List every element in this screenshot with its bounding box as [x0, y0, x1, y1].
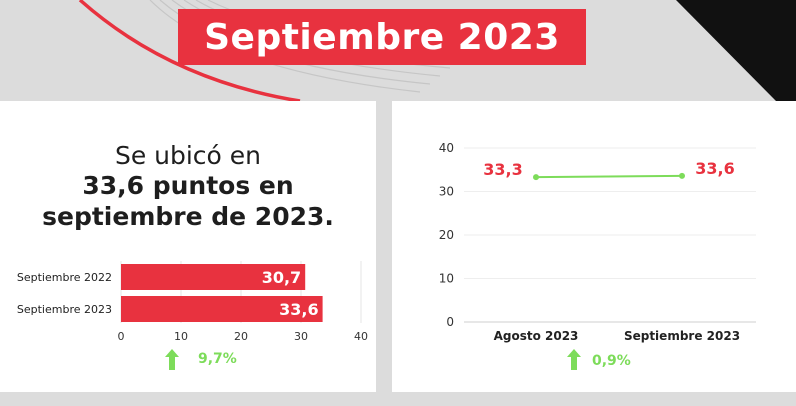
- change-label: 9,7%: [198, 351, 237, 367]
- x-category-label: Septiembre 2023: [624, 329, 740, 343]
- page-title: Septiembre 2023: [178, 9, 586, 65]
- line-chart: 0 10 20 30 40 33,3 33,6 Agosto 2023 Septiembre 2…: [439, 141, 756, 370]
- x-tick-label: 10: [174, 330, 188, 343]
- arrow-up-icon: [567, 349, 581, 370]
- x-tick-label: 0: [118, 330, 125, 343]
- x-category-label: Agosto 2023: [494, 329, 579, 343]
- y-tick-label: 10: [439, 272, 454, 286]
- category-label: Septiembre 2022: [17, 271, 112, 284]
- headline-line-2: 33,6 puntos en: [82, 171, 294, 200]
- y-tick-label: 30: [439, 185, 454, 199]
- bar-value-label: 30,7: [262, 268, 301, 287]
- data-point: [533, 174, 539, 181]
- change-label: 0,9%: [592, 353, 631, 369]
- x-tick-label: 20: [234, 330, 248, 343]
- bar: [121, 264, 306, 290]
- headline-line-1: Se ubicó en: [114, 141, 262, 170]
- bar-chart: 0 10 20 30 40 Septiembre 2022 30,7 Septiembre 2…: [17, 261, 368, 370]
- headline-line-3: septiembre de 2023.: [42, 202, 334, 231]
- data-value-label: 33,3: [483, 160, 522, 179]
- arrow-up-icon: [165, 349, 179, 370]
- bar-value-label: 33,6: [279, 300, 318, 319]
- y-tick-label: 0: [446, 315, 454, 329]
- data-value-label: 33,6: [695, 159, 734, 178]
- y-tick-label: 20: [439, 228, 454, 242]
- bar: [121, 296, 323, 322]
- series-line: [535, 174, 683, 179]
- category-label: Septiembre 2023: [17, 303, 112, 316]
- x-tick-label: 40: [354, 330, 368, 343]
- x-tick-label: 30: [294, 330, 308, 343]
- bar-chart-panel: Se ubicó en 33,6 puntos en septiembre de…: [0, 101, 376, 392]
- data-point: [679, 172, 685, 179]
- line-chart-panel: 0 10 20 30 40 33,3 33,6 Agosto 2023 Septiembre 2…: [392, 101, 796, 392]
- y-tick-label: 40: [439, 141, 454, 155]
